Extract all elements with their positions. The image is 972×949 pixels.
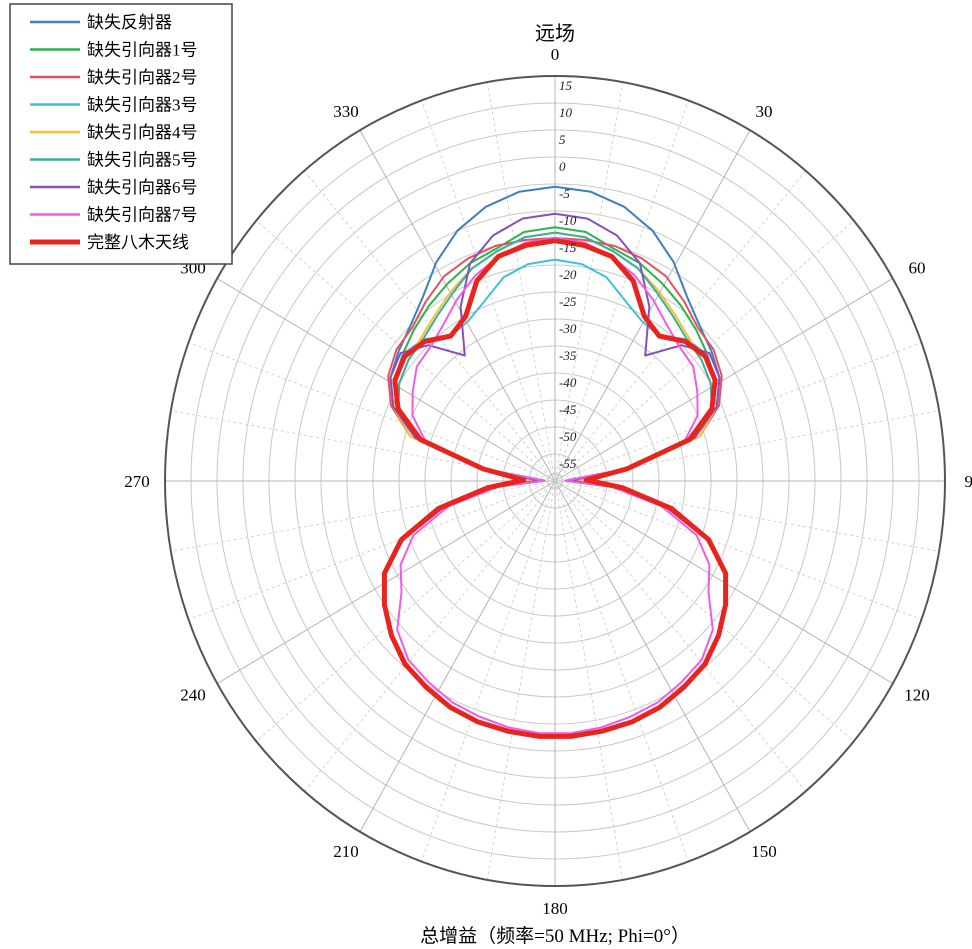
- grid-spoke: [554, 342, 922, 482]
- grid-spoke: [554, 480, 807, 792]
- radial-tick-label: 15: [559, 78, 573, 93]
- grid-spoke: [554, 480, 922, 620]
- angle-tick-label: 0: [551, 45, 560, 64]
- legend-label: 缺失引向器4号: [87, 123, 198, 142]
- legend-label: 缺失引向器5号: [87, 151, 198, 170]
- grid-spoke: [188, 342, 556, 482]
- series-line-9: [381, 238, 729, 739]
- grid-spoke: [421, 100, 556, 482]
- grid-spoke: [303, 480, 556, 792]
- grid-spoke: [216, 278, 556, 482]
- series-group: [381, 185, 729, 739]
- grid-spoke: [554, 480, 751, 832]
- legend-label: 缺失引向器1号: [87, 41, 198, 60]
- legend-label: 缺失引向器6号: [87, 178, 198, 197]
- radial-tick-label: -40: [559, 375, 577, 390]
- grid-spoke: [554, 480, 689, 862]
- radial-tick-label: -50: [559, 429, 577, 444]
- grid-spoke: [554, 100, 689, 482]
- grid-spoke: [170, 480, 556, 552]
- plot-boundary: [164, 75, 946, 887]
- angle-tick-label: 270: [124, 472, 150, 491]
- radial-tick-label: -35: [559, 348, 577, 363]
- angle-tick-label: 30: [756, 102, 773, 121]
- angle-tick-label: 120: [904, 686, 930, 705]
- radial-tick-label: 10: [559, 105, 573, 120]
- grid-spoke: [421, 480, 556, 862]
- angle-tick-label: 330: [333, 102, 359, 121]
- angle-tick-label: 90: [965, 472, 972, 491]
- grid-spoke: [554, 82, 624, 482]
- grid-spoke: [554, 480, 940, 552]
- radial-tick-label: -20: [559, 267, 577, 282]
- grid-spoke: [486, 82, 556, 482]
- angle-tick-label: 60: [909, 259, 926, 278]
- grid-spoke: [554, 410, 940, 482]
- grid-spoke: [359, 130, 556, 482]
- legend-box: [9, 3, 233, 265]
- series-line-8: [396, 237, 714, 735]
- grid-spoke: [554, 278, 894, 482]
- legend-label: 缺失引向器2号: [87, 68, 198, 87]
- grid-spoke: [303, 170, 556, 482]
- grid-spoke: [170, 410, 556, 482]
- legend: 缺失反射器缺失引向器1号缺失引向器2号缺失引向器3号缺失引向器4号缺失引向器5号…: [9, 3, 233, 265]
- grid-spoke: [554, 480, 624, 880]
- radial-tick-label: -15: [559, 240, 577, 255]
- radial-tick-label: 5: [559, 132, 566, 147]
- grid-spoke: [255, 480, 556, 742]
- chart-title: 远场: [535, 22, 575, 45]
- angle-tick-label: 150: [751, 842, 777, 861]
- radial-tick-label: 0: [559, 159, 566, 174]
- angle-tick-label: 210: [333, 842, 359, 861]
- grid-spoke: [554, 480, 855, 742]
- radial-tick-label: -25: [559, 294, 577, 309]
- grid-spoke: [554, 130, 751, 482]
- angle-tick-label: 240: [180, 686, 206, 705]
- angle-tick-label: 180: [542, 899, 568, 918]
- radial-tick-label: -10: [559, 213, 577, 228]
- radial-tick-label: -30: [559, 321, 577, 336]
- legend-label: 缺失引向器3号: [87, 96, 198, 115]
- radial-tick-label: -45: [559, 402, 577, 417]
- tick-labels: 0306090120150180210240270300330151050-5-…: [124, 45, 972, 918]
- x-axis-label: 总增益（频率=50 MHz; Phi=0°）: [420, 925, 690, 947]
- radial-tick-label: -55: [559, 456, 577, 471]
- legend-label: 缺失反射器: [87, 13, 172, 32]
- legend-label: 完整八木天线: [87, 233, 189, 252]
- grid-spoke: [359, 480, 556, 832]
- legend-label: 缺失引向器7号: [87, 206, 198, 225]
- grid-spoke: [486, 480, 556, 880]
- radial-tick-label: -5: [559, 186, 570, 201]
- grid-spoke: [554, 170, 807, 482]
- polar-grid: [164, 75, 946, 887]
- grid-spoke: [188, 480, 556, 620]
